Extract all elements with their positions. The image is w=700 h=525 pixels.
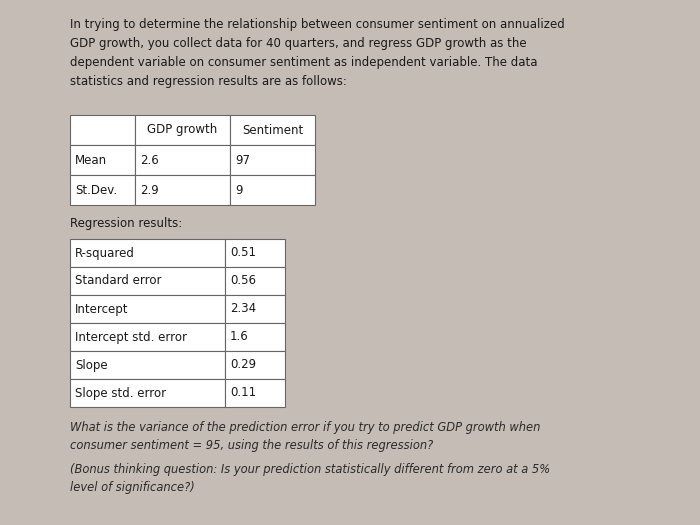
Bar [225, 267, 285, 295]
Text: In trying to determine the relationship between consumer sentiment on annualized: In trying to determine the relationship … [70, 18, 565, 88]
Bar [70, 295, 225, 323]
Text: 2.34: 2.34 [230, 302, 256, 316]
Bar [135, 145, 230, 175]
Text: 0.56: 0.56 [230, 275, 256, 288]
Text: 9: 9 [235, 184, 242, 196]
Text: R-squared: R-squared [75, 247, 135, 259]
Text: Mean: Mean [75, 153, 107, 166]
Bar [70, 239, 225, 267]
Text: Sentiment: Sentiment [242, 123, 303, 136]
Bar [225, 323, 285, 351]
Bar [225, 295, 285, 323]
Bar [225, 351, 285, 379]
Text: 2.6: 2.6 [140, 153, 159, 166]
Bar [230, 145, 315, 175]
Text: 0.29: 0.29 [230, 359, 256, 372]
Text: 2.9: 2.9 [140, 184, 159, 196]
Bar [230, 115, 315, 145]
Bar [135, 115, 230, 145]
Bar [70, 379, 225, 407]
Bar [70, 267, 225, 295]
Text: 97: 97 [235, 153, 250, 166]
Text: What is the variance of the prediction error if you try to predict GDP growth wh: What is the variance of the prediction e… [70, 421, 540, 453]
Text: 0.51: 0.51 [230, 247, 256, 259]
Text: 1.6: 1.6 [230, 331, 248, 343]
Bar [225, 239, 285, 267]
Bar [70, 351, 225, 379]
Text: Intercept: Intercept [75, 302, 129, 316]
Bar [230, 175, 315, 205]
Text: St.Dev.: St.Dev. [75, 184, 117, 196]
Bar [70, 175, 135, 205]
Bar [70, 145, 135, 175]
Text: Slope std. error: Slope std. error [75, 386, 166, 400]
Text: Regression results:: Regression results: [70, 217, 182, 230]
Bar [225, 379, 285, 407]
Text: Intercept std. error: Intercept std. error [75, 331, 187, 343]
Text: Slope: Slope [75, 359, 108, 372]
Bar [135, 175, 230, 205]
Text: 0.11: 0.11 [230, 386, 256, 400]
Text: Standard error: Standard error [75, 275, 162, 288]
Bar [70, 115, 135, 145]
Bar [70, 323, 225, 351]
Text: GDP growth: GDP growth [148, 123, 218, 136]
Text: (Bonus thinking question: Is your prediction statistically different from zero a: (Bonus thinking question: Is your predic… [70, 463, 550, 495]
